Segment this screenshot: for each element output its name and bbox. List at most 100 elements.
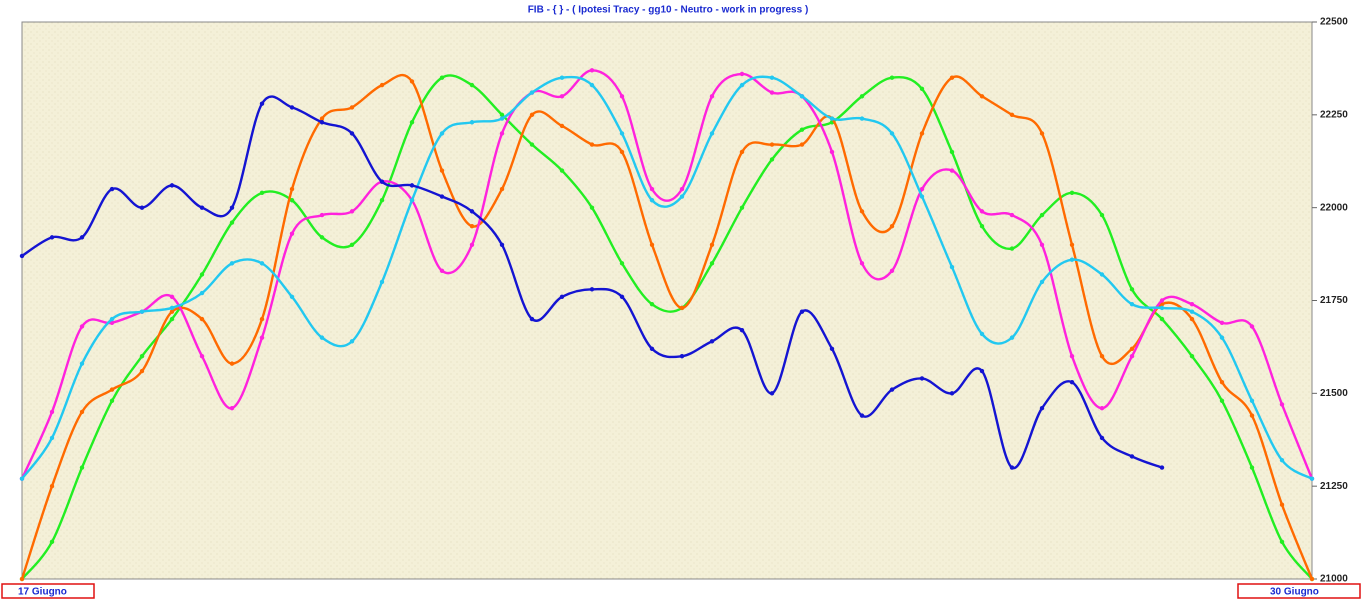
point <box>169 316 175 322</box>
point <box>559 168 565 173</box>
point <box>469 224 475 229</box>
point <box>499 242 505 247</box>
point <box>739 149 745 155</box>
point <box>1219 398 1225 403</box>
point <box>919 186 925 192</box>
point <box>589 287 595 292</box>
point <box>649 302 655 307</box>
point <box>1219 379 1225 385</box>
point <box>1099 405 1105 411</box>
point <box>1099 354 1105 359</box>
point <box>1189 309 1195 314</box>
point <box>79 409 85 415</box>
point <box>1159 465 1165 470</box>
point <box>1039 212 1045 218</box>
point <box>469 209 475 214</box>
point <box>1279 457 1285 463</box>
point <box>979 224 985 229</box>
point <box>1249 324 1255 329</box>
point <box>49 483 55 489</box>
point <box>1249 465 1255 470</box>
plot-area <box>21 21 1313 580</box>
point <box>19 476 25 481</box>
point <box>679 186 685 192</box>
point <box>199 316 205 322</box>
point <box>979 368 985 374</box>
point <box>259 335 265 340</box>
point <box>79 324 85 329</box>
point <box>559 75 565 80</box>
point <box>1039 279 1045 285</box>
point <box>919 86 925 92</box>
point <box>1099 272 1105 277</box>
point <box>859 116 865 121</box>
point <box>949 75 955 80</box>
point <box>1009 112 1015 118</box>
point <box>949 264 955 270</box>
point <box>109 316 115 322</box>
point <box>139 205 145 210</box>
point <box>289 105 295 110</box>
point <box>319 116 325 121</box>
point <box>1189 316 1195 322</box>
point <box>979 331 985 337</box>
y-tick-label: 21500 <box>1320 388 1348 399</box>
point <box>739 71 745 77</box>
point <box>109 186 115 192</box>
point <box>589 68 595 73</box>
point <box>889 387 895 392</box>
point <box>769 142 775 147</box>
point <box>499 186 505 192</box>
point <box>829 346 835 351</box>
point <box>439 75 445 80</box>
point <box>409 79 415 84</box>
point <box>1279 539 1285 545</box>
point <box>289 198 295 203</box>
point <box>289 186 295 192</box>
point <box>799 142 805 147</box>
point <box>499 116 505 121</box>
point <box>319 212 325 218</box>
point <box>319 120 325 125</box>
point <box>199 272 205 277</box>
point <box>1159 298 1165 303</box>
point <box>709 242 715 247</box>
point <box>1069 257 1075 262</box>
point <box>1069 190 1075 196</box>
chart-title: FIB - { } - ( Ipotesi Tracy - gg10 - Neu… <box>528 5 809 16</box>
point <box>1219 320 1225 325</box>
point <box>619 294 625 299</box>
point <box>1189 354 1195 359</box>
point <box>589 205 595 210</box>
point <box>19 576 25 582</box>
point <box>709 131 715 136</box>
point <box>559 123 565 129</box>
series-line <box>20 73 1314 580</box>
point <box>1309 576 1315 582</box>
point <box>1039 405 1045 411</box>
point <box>229 220 235 225</box>
point <box>1009 335 1015 340</box>
point <box>529 316 535 322</box>
point <box>1159 316 1165 322</box>
point <box>349 105 355 110</box>
point <box>289 294 295 299</box>
point <box>619 261 625 266</box>
point <box>1069 242 1075 247</box>
point <box>529 142 535 147</box>
point <box>49 539 55 545</box>
point <box>709 94 715 99</box>
point <box>589 82 595 88</box>
point <box>259 101 265 106</box>
point <box>1069 379 1075 385</box>
point <box>799 309 805 314</box>
point <box>349 339 355 344</box>
point <box>1219 335 1225 340</box>
point <box>259 316 265 322</box>
point <box>1009 246 1015 251</box>
point <box>229 405 235 411</box>
point <box>619 131 625 136</box>
point <box>469 120 475 125</box>
point <box>739 82 745 88</box>
